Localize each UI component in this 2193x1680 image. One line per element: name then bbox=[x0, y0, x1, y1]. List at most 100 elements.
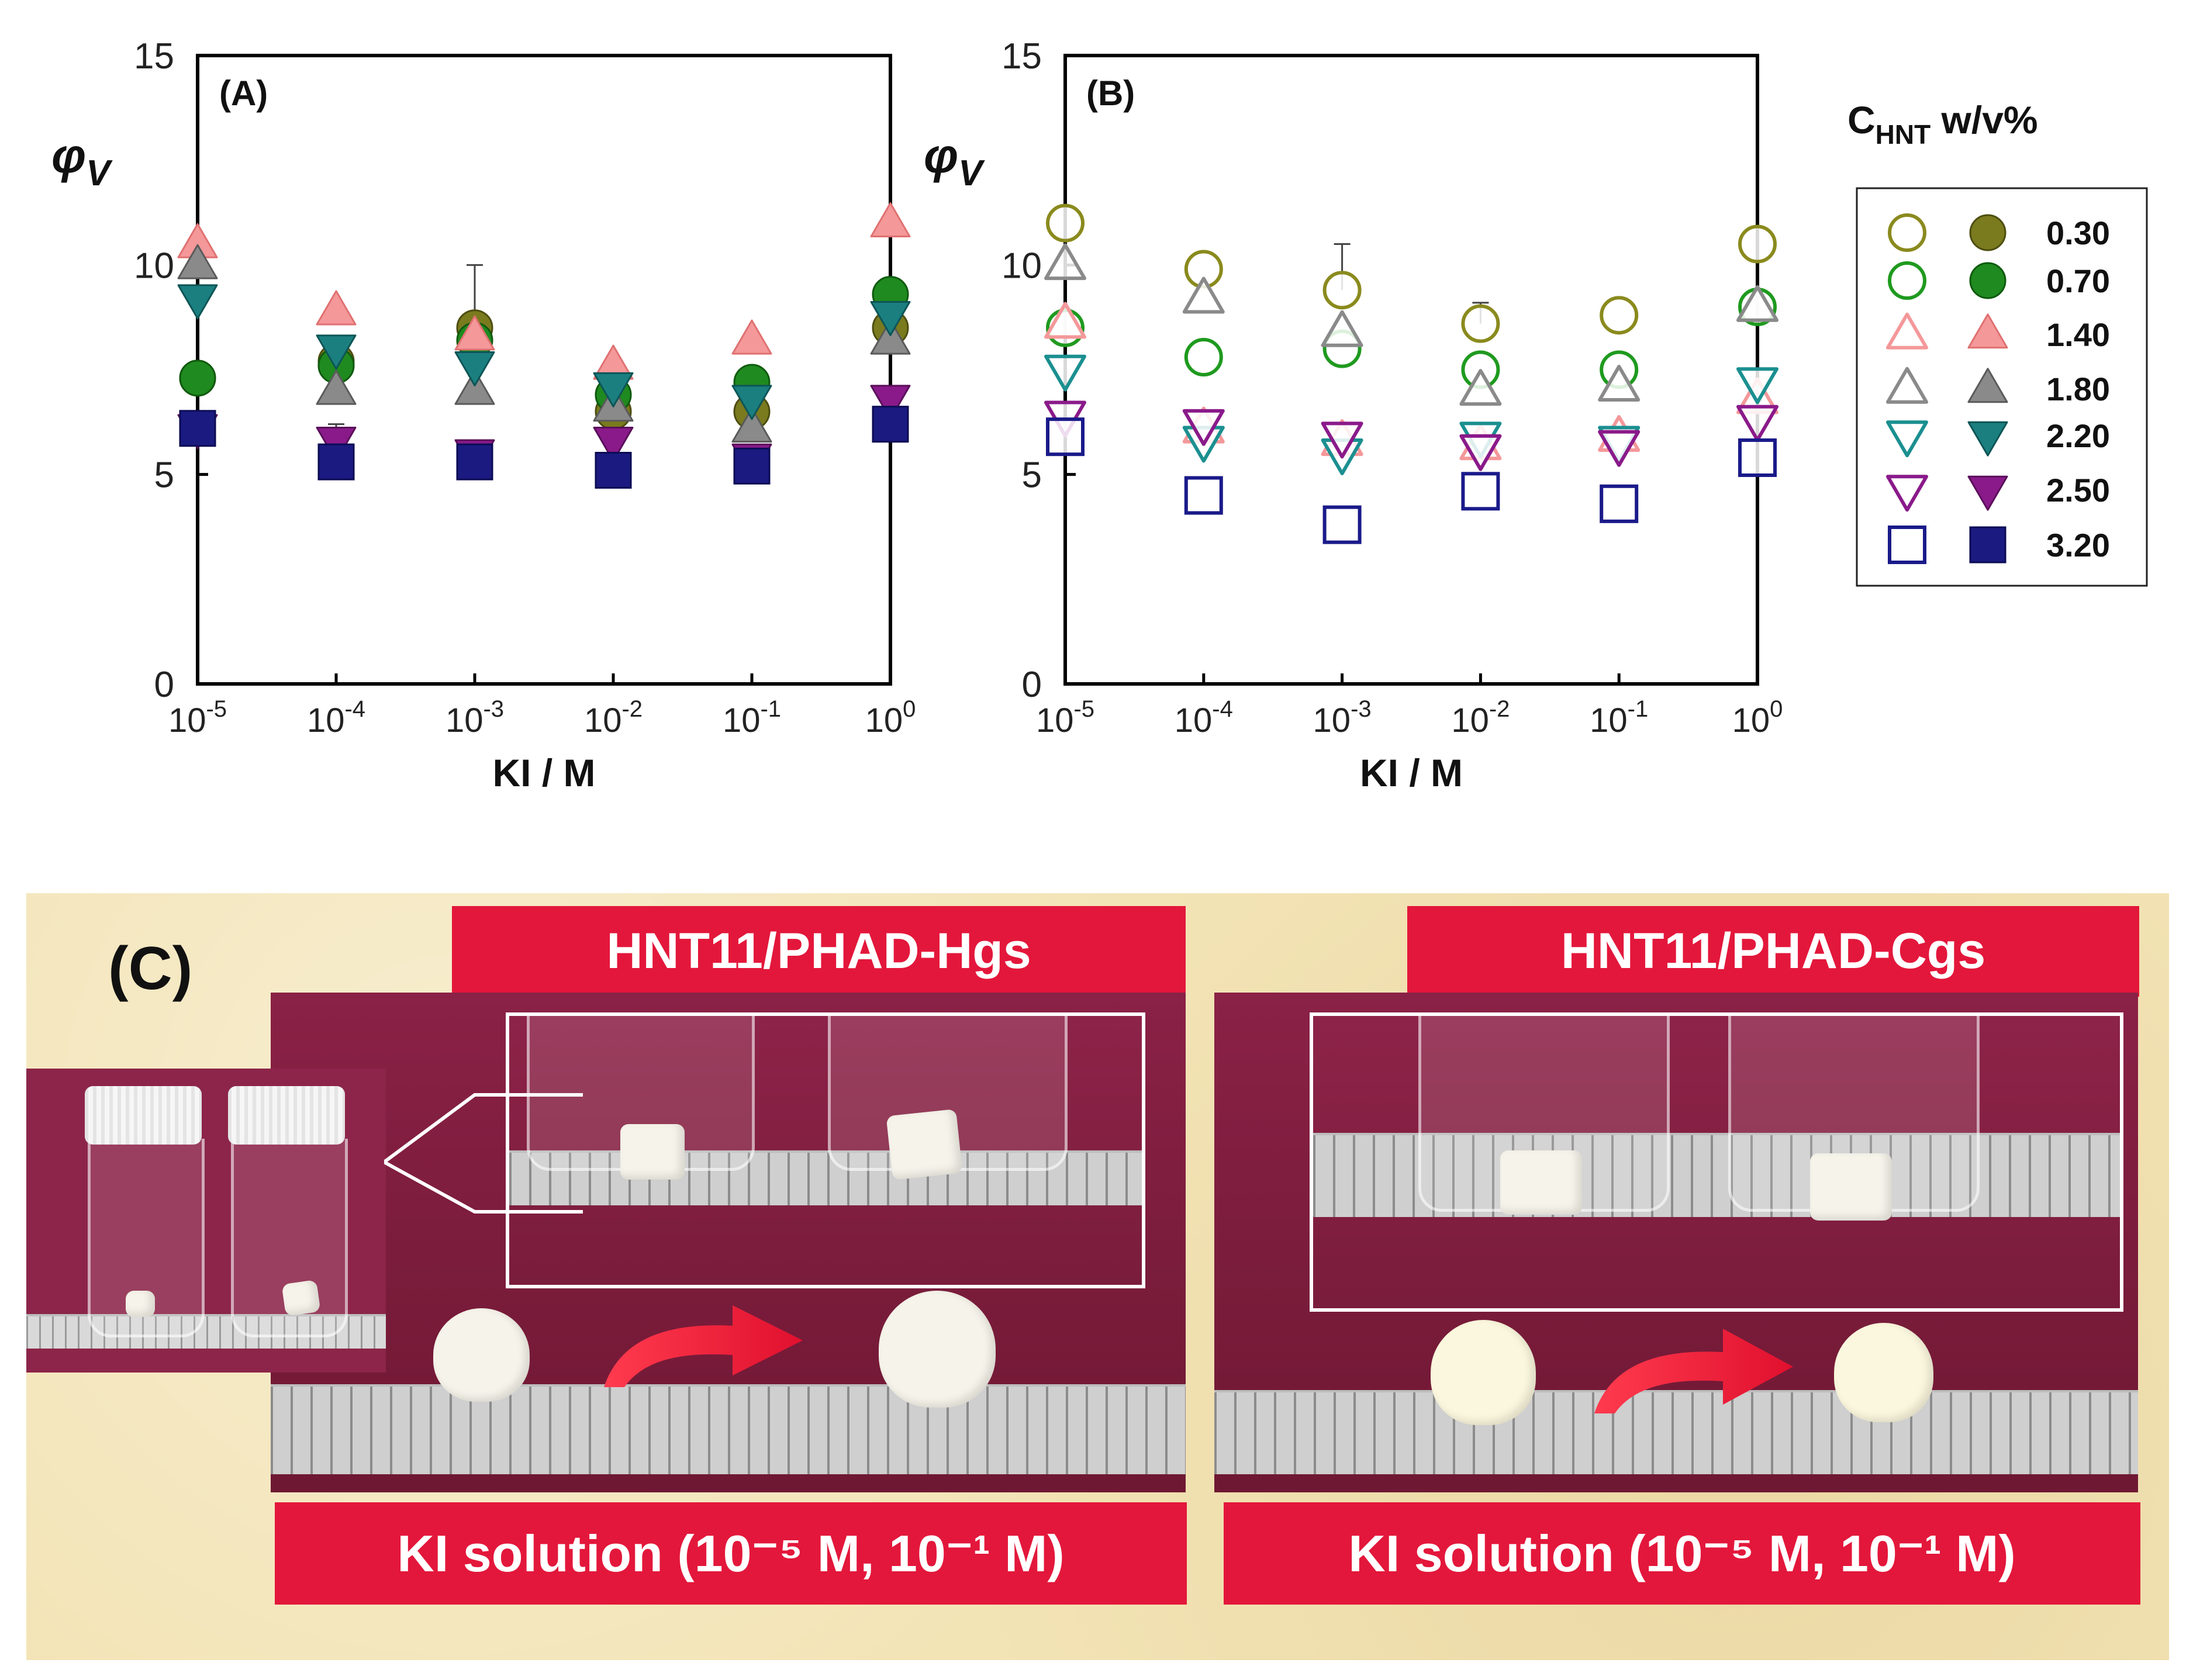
legend-marker-filled bbox=[1969, 526, 2006, 564]
y-tick-label: 10 bbox=[134, 246, 174, 286]
data-point bbox=[1461, 472, 1500, 511]
data-point bbox=[1321, 310, 1363, 347]
right-main-ruler bbox=[1214, 1390, 2138, 1474]
data-point bbox=[870, 202, 911, 237]
x-tick-label: 10-2 bbox=[1451, 696, 1510, 739]
vial-2-gel bbox=[281, 1280, 321, 1316]
charts-figure: 0 5 10 15 10-5 10-4 10-3 10-2 10-1 100 KI / M φV (A)… bbox=[51, 36, 2148, 794]
vials-photo bbox=[26, 1069, 386, 1373]
left-inset-zoom bbox=[506, 1012, 1145, 1288]
data-point bbox=[456, 443, 493, 481]
data-point bbox=[316, 334, 357, 370]
legend-marker-open bbox=[1888, 526, 1926, 564]
data-point bbox=[1736, 285, 1778, 322]
x-tick-label: 10-3 bbox=[445, 696, 504, 739]
right-gel-after bbox=[1834, 1323, 1933, 1422]
data-point bbox=[177, 244, 218, 279]
data-point bbox=[1600, 296, 1639, 335]
y-tick-label: 15 bbox=[1001, 36, 1042, 77]
y-axis-label: φV bbox=[924, 128, 985, 193]
legend-entry-label: 1.40 bbox=[2046, 316, 2110, 353]
data-point bbox=[1459, 434, 1502, 471]
data-point bbox=[179, 359, 216, 397]
data-point bbox=[1598, 364, 1641, 402]
left-gel-before bbox=[433, 1308, 530, 1402]
data-point bbox=[454, 351, 495, 387]
right-caption-banner: KI solution (10⁻⁵ M, 10⁻¹ M) bbox=[1224, 1502, 2140, 1605]
legend: CHNT w/v% 0.30 0.70 1.40 1.80 2.20 2.50 3.20 bbox=[1847, 98, 2148, 587]
data-point bbox=[731, 385, 772, 420]
data-point bbox=[872, 406, 909, 443]
data-point bbox=[870, 301, 911, 337]
panel-c-photo-figure: (C) HNT11/PHAD-Hgs KI solutio bbox=[26, 893, 2169, 1660]
data-point bbox=[454, 315, 495, 351]
data-point bbox=[1598, 430, 1641, 467]
x-tick-label: 10-4 bbox=[307, 696, 365, 739]
legend-marker-open bbox=[1886, 367, 1928, 404]
data-point bbox=[1461, 304, 1500, 343]
x-axis-label: KI / M bbox=[1360, 751, 1463, 794]
data-point bbox=[1184, 338, 1223, 376]
data-point bbox=[593, 427, 634, 462]
data-point bbox=[1044, 354, 1086, 392]
data-point bbox=[1459, 369, 1502, 406]
data-point bbox=[1736, 367, 1778, 405]
x-tick-label: 10-1 bbox=[1590, 696, 1648, 739]
left-inset-gel-2 bbox=[886, 1109, 963, 1180]
data-point bbox=[454, 369, 495, 405]
legend-marker-filled bbox=[1969, 262, 2006, 299]
data-point bbox=[1600, 484, 1639, 523]
left-title-banner: HNT11/PHAD-Hgs bbox=[452, 906, 1186, 997]
panel-label: (B) bbox=[1086, 74, 1135, 113]
right-inset-zoom bbox=[1310, 1012, 2123, 1312]
data-point bbox=[733, 447, 771, 485]
legend-entry-label: 0.30 bbox=[2046, 215, 2110, 251]
y-tick-label: 5 bbox=[1022, 455, 1042, 496]
y-axis-label: φV bbox=[51, 128, 113, 193]
x-tick-label: 10-1 bbox=[723, 696, 781, 739]
data-point bbox=[1046, 203, 1085, 243]
data-point bbox=[1736, 405, 1778, 442]
right-title-banner: HNT11/PHAD-Cgs bbox=[1407, 906, 2139, 997]
plot-frame bbox=[196, 54, 892, 686]
left-inset-ruler bbox=[509, 1150, 1142, 1205]
data-point bbox=[593, 372, 634, 407]
left-main-ruler bbox=[271, 1384, 1186, 1474]
left-swelling-arrow-icon bbox=[604, 1305, 803, 1387]
data-point bbox=[316, 369, 357, 405]
zoom-callout-lines bbox=[384, 1093, 583, 1214]
data-point bbox=[595, 452, 632, 489]
data-point bbox=[1044, 243, 1086, 281]
legend-entry-label: 2.20 bbox=[2046, 417, 2110, 454]
legend-marker-filled bbox=[1967, 368, 2008, 403]
legend-marker-filled bbox=[1969, 214, 2006, 251]
right-inset-ruler bbox=[1313, 1133, 2120, 1217]
vial-2-cap bbox=[228, 1086, 345, 1145]
legend-marker-open bbox=[1888, 213, 1926, 252]
legend-marker-filled bbox=[1967, 313, 2008, 349]
x-tick-label: 10-5 bbox=[1036, 696, 1094, 739]
y-tick-label: 5 bbox=[154, 455, 174, 496]
legend-entry-label: 3.20 bbox=[2046, 527, 2110, 564]
right-inset-gel-1 bbox=[1500, 1150, 1582, 1215]
legend-entry-label: 0.70 bbox=[2046, 262, 2110, 299]
left-inset-gel-1 bbox=[620, 1124, 685, 1180]
right-swelling-arrow-icon bbox=[1594, 1329, 1793, 1413]
data-point bbox=[870, 385, 911, 420]
x-tick-label: 100 bbox=[865, 696, 916, 739]
legend-marker-open bbox=[1886, 420, 1928, 458]
panel-a-chart: 0 5 10 15 10-5 10-4 10-3 10-2 10-1 100 KI / M φV (A) bbox=[51, 36, 916, 794]
data-point bbox=[317, 443, 355, 481]
data-point bbox=[1321, 421, 1363, 459]
left-caption-banner: KI solution (10⁻⁵ M, 10⁻¹ M) bbox=[275, 1502, 1187, 1605]
left-photo bbox=[271, 993, 1186, 1492]
legend-marker-open bbox=[1886, 312, 1928, 350]
right-photo bbox=[1214, 993, 2138, 1492]
x-tick-label: 10-4 bbox=[1175, 696, 1233, 739]
x-tick-label: 10-2 bbox=[584, 696, 643, 739]
data-point bbox=[731, 407, 772, 443]
data-point bbox=[1182, 409, 1225, 446]
panel-label: (A) bbox=[219, 74, 268, 113]
y-tick-label: 0 bbox=[154, 665, 174, 705]
legend-entry-label: 2.50 bbox=[2046, 472, 2110, 509]
